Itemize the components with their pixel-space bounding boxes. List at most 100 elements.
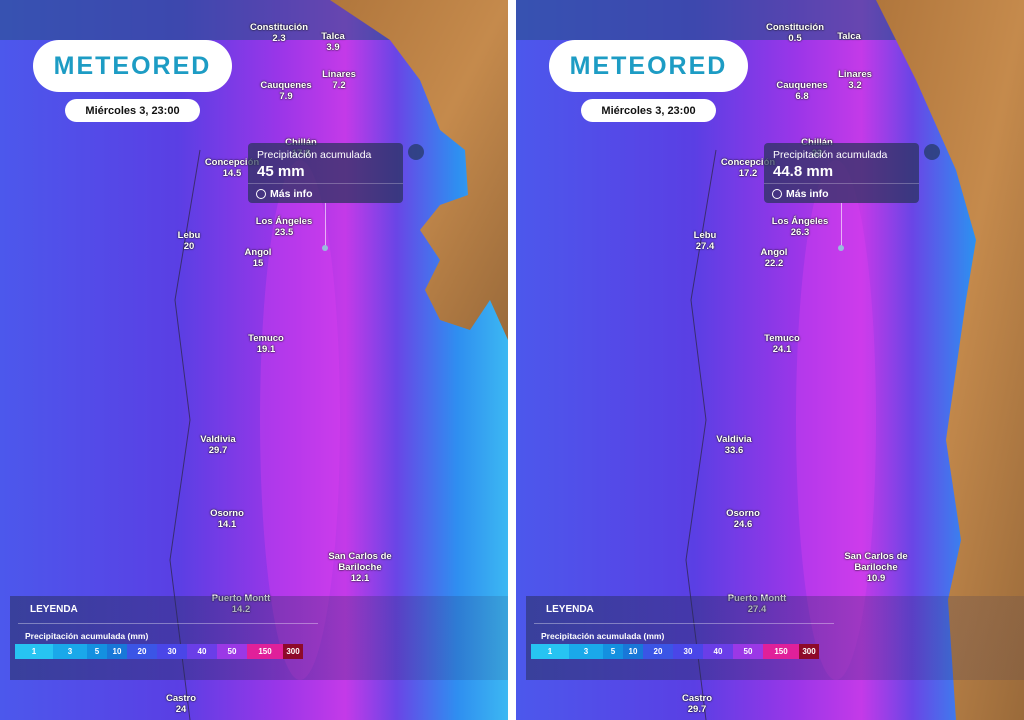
legend-step: 3 — [53, 644, 87, 659]
city-value: 26.3 — [790, 227, 810, 238]
city-name: Linares — [838, 69, 872, 80]
city-name: Angol — [244, 247, 272, 258]
city-name: Osorno — [210, 508, 244, 519]
city-name: Lebu — [693, 230, 717, 241]
tooltip-stem — [841, 203, 842, 247]
date-label: Miércoles 3, 23:00 — [581, 99, 716, 122]
legend-step: 5 — [603, 644, 623, 659]
city-label: Constitución 2.3 — [224, 22, 334, 44]
city-value: 7.2 — [332, 80, 346, 91]
city-value: 3.2 — [848, 80, 862, 91]
city-name: Temuco — [764, 333, 800, 344]
city-label: Valdivia 33.6 — [679, 434, 789, 456]
legend-step: 50 — [733, 644, 763, 659]
city-name: Constitución — [249, 22, 309, 33]
city-value: 10.9 — [866, 573, 886, 584]
city-name: Valdivia — [200, 434, 236, 445]
city-value: 23.5 — [274, 227, 294, 238]
legend-step: 50 — [217, 644, 247, 659]
legend-divider — [18, 623, 318, 624]
city-label: Cauquenes 6.8 — [747, 80, 857, 102]
city-value: 15 — [252, 258, 264, 269]
legend-step: 150 — [247, 644, 283, 659]
city-name: San Carlos de Bariloche — [844, 551, 908, 573]
city-label: Lebu 20 — [134, 230, 244, 252]
city-name: Castro — [165, 693, 197, 704]
city-value: 14.1 — [217, 519, 237, 530]
city-value: 19.1 — [256, 344, 276, 355]
city-value: 6.8 — [795, 91, 809, 102]
legend-subtitle: Precipitación acumulada (mm) — [541, 631, 665, 641]
city-name: Angol — [760, 247, 788, 258]
more-info-link[interactable]: Más info — [270, 188, 313, 200]
city-label: Castro 24 — [126, 693, 236, 715]
legend-step: 30 — [673, 644, 703, 659]
city-label: Cauquenes 7.9 — [231, 80, 341, 102]
city-label: Talca — [794, 31, 904, 42]
legend-step: 10 — [623, 644, 643, 659]
city-name: Chillán — [762, 137, 872, 148]
city-name: Valdivia — [716, 434, 752, 445]
city-name: Lebu — [177, 230, 201, 241]
legend-step: 300 — [283, 644, 303, 659]
tooltip-title: Precipitación acumulada — [257, 149, 372, 161]
city-name: Castro — [681, 693, 713, 704]
city-label: Talca 3.9 — [278, 31, 388, 53]
tooltip-title: Precipitación acumulada — [773, 149, 888, 161]
legend-step: 150 — [763, 644, 799, 659]
date-label: Miércoles 3, 23:00 — [65, 99, 200, 122]
legend-step: 10 — [107, 644, 127, 659]
city-label: Linares 3.2 — [800, 69, 910, 91]
city-name: Talca — [837, 31, 861, 42]
city-value: 20 — [183, 241, 195, 252]
city-value: 0.5 — [788, 33, 802, 44]
tooltip-knob — [408, 144, 424, 160]
legend-step: 40 — [187, 644, 217, 659]
more-info-link[interactable]: Más info — [786, 188, 829, 200]
tooltip-knob — [924, 144, 940, 160]
city-label: Osorno 14.1 — [172, 508, 282, 530]
city-value: 14.5 — [222, 168, 242, 179]
city-value: 29.7 — [687, 704, 707, 715]
city-value: 24 — [175, 704, 187, 715]
map-panel: METEORED Miércoles 3, 23:00 Constitución 2.… — [0, 0, 508, 720]
city-value: 29.7 — [208, 445, 228, 456]
city-value: 33.6 — [724, 445, 744, 456]
city-value: 24.1 — [772, 344, 792, 355]
city-value: 7.9 — [279, 91, 293, 102]
city-name: Cauquenes — [776, 80, 828, 91]
city-name: Talca — [321, 31, 345, 42]
legend-subtitle: Precipitación acumulada (mm) — [25, 631, 149, 641]
city-label: Angol 22.2 — [719, 247, 829, 269]
city-label: Valdivia 29.7 — [163, 434, 273, 456]
city-label: Constitución 0.5 — [740, 22, 850, 44]
legend-step: 20 — [643, 644, 673, 659]
city-label: Lebu 27.4 — [650, 230, 760, 252]
city-value: 24.6 — [733, 519, 753, 530]
tooltip-point — [322, 245, 328, 251]
legend-step: 20 — [127, 644, 157, 659]
city-label: San Carlos de Bariloche 12.1 — [305, 551, 415, 584]
city-value: 2.3 — [272, 33, 286, 44]
tooltip: Precipitación acumulada 45 mm Más info — [248, 143, 403, 203]
tooltip: Precipitación acumulada 44.8 mm Más info — [764, 143, 919, 203]
city-label: Concepción 14.5 — [177, 157, 287, 179]
logo: METEORED — [549, 40, 748, 92]
city-label: Temuco 19.1 — [211, 333, 321, 355]
city-label: Concepción 17.2 — [693, 157, 803, 179]
city-value: 17.2 — [738, 168, 758, 179]
legend-step: 1 — [15, 644, 53, 659]
city-name: Concepción — [204, 157, 260, 168]
city-label: Temuco 24.1 — [727, 333, 837, 355]
city-label: Linares 7.2 — [284, 69, 394, 91]
city-value: 27.4 — [695, 241, 715, 252]
tooltip-value: 45 mm — [257, 163, 305, 180]
legend: LEYENDA Precipitación acumulada (mm) 1 3 5 10… — [526, 596, 1024, 680]
map-panel: METEORED Miércoles 3, 23:00 Constitución 0.… — [516, 0, 1024, 720]
city-name: Los Ángeles — [255, 216, 313, 227]
city-label: Osorno 24.6 — [688, 508, 798, 530]
legend-step: 5 — [87, 644, 107, 659]
tooltip-stem — [325, 203, 326, 247]
legend-step: 300 — [799, 644, 819, 659]
